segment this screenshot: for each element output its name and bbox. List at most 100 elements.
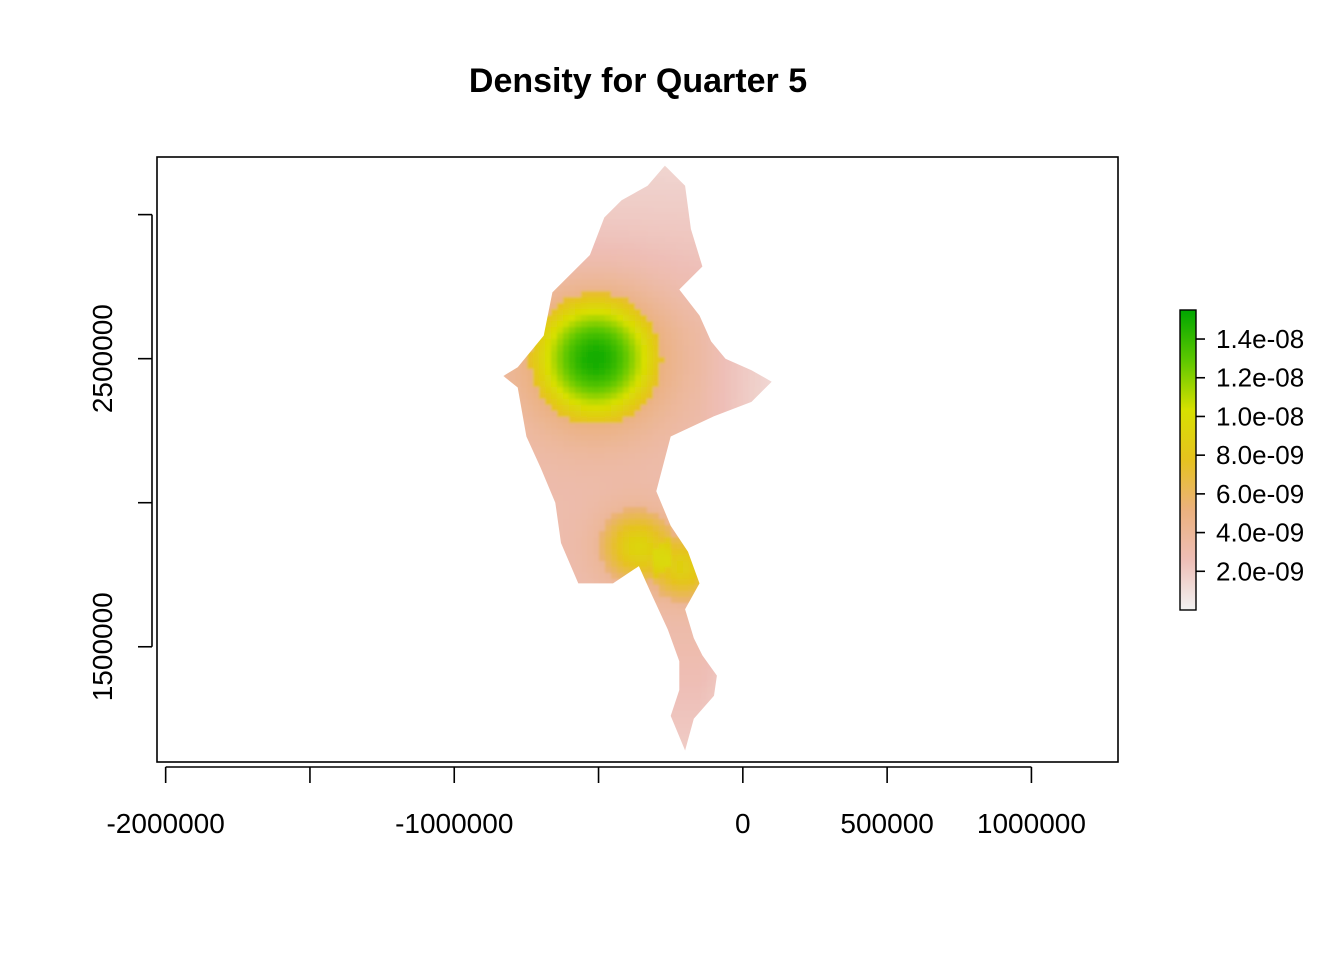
density-cell [563, 465, 570, 472]
density-cell [755, 717, 762, 724]
density-cell [569, 585, 576, 592]
density-cell [641, 225, 648, 232]
density-cell [551, 717, 558, 724]
density-cell [641, 585, 648, 592]
density-cell [701, 411, 708, 418]
density-cell [515, 195, 522, 202]
density-cell [617, 525, 624, 532]
density-cell [635, 675, 642, 682]
density-cell [761, 483, 768, 490]
density-cell [677, 273, 684, 280]
density-cell [575, 327, 582, 334]
density-cell [659, 405, 666, 412]
density-cell [701, 435, 708, 442]
density-cell [539, 261, 546, 268]
density-cell [731, 507, 738, 514]
density-cell [713, 423, 720, 430]
density-cell [557, 465, 564, 472]
density-cell [731, 609, 738, 616]
density-cell [569, 261, 576, 268]
legend-tick-label: 1.0e-08 [1216, 401, 1304, 431]
density-cell [731, 603, 738, 610]
density-cell [623, 243, 630, 250]
density-cell [719, 207, 726, 214]
density-cell [677, 423, 684, 430]
density-cell [767, 243, 772, 250]
density-cell [659, 363, 666, 370]
density-cell [617, 285, 624, 292]
density-cell [533, 459, 540, 466]
density-cell [647, 183, 654, 190]
density-cell [527, 699, 534, 706]
density-cell [557, 603, 564, 610]
density-cell [521, 273, 528, 280]
density-cell [689, 255, 696, 262]
density-cell [509, 591, 516, 598]
density-cell [611, 207, 618, 214]
density-cell [647, 615, 654, 622]
density-cell [713, 309, 720, 316]
density-cell [755, 723, 762, 730]
density-cell [671, 213, 678, 220]
density-cell [587, 591, 594, 598]
density-cell [569, 555, 576, 562]
density-cell [509, 201, 516, 208]
density-cell [527, 597, 534, 604]
density-cell [653, 519, 660, 526]
density-cell [593, 201, 600, 208]
density-cell [647, 711, 654, 718]
density-cell [605, 555, 612, 562]
density-cell [563, 231, 570, 238]
density-cell [731, 243, 738, 250]
density-cell [707, 741, 714, 748]
density-cell [593, 399, 600, 406]
density-cell [623, 483, 630, 490]
density-cell [695, 189, 702, 196]
density-cell [641, 519, 648, 526]
density-cell [671, 537, 678, 544]
density-cell [677, 693, 684, 700]
density-cell [677, 687, 684, 694]
density-cell [503, 381, 510, 388]
density-cell [677, 405, 684, 412]
density-cell [677, 717, 684, 724]
density-cell [725, 651, 732, 658]
density-cell [545, 243, 552, 250]
density-cell [683, 339, 690, 346]
density-cell [521, 399, 528, 406]
density-cell [695, 459, 702, 466]
density-cell [641, 645, 648, 652]
density-cell [551, 249, 558, 256]
density-cell [563, 237, 570, 244]
density-cell [647, 717, 654, 724]
density-cell [725, 393, 732, 400]
density-cell [533, 609, 540, 616]
density-cell [545, 357, 552, 364]
density-cell [689, 225, 696, 232]
density-cell [533, 393, 540, 400]
density-cell [647, 393, 654, 400]
density-cell [503, 375, 510, 382]
density-cell [629, 615, 636, 622]
density-cell [611, 237, 618, 244]
density-cell [761, 651, 768, 658]
density-cell [767, 381, 772, 388]
density-cell [713, 333, 720, 340]
density-cell [587, 681, 594, 688]
density-cell [629, 555, 636, 562]
density-cell [521, 315, 528, 322]
density-cell [713, 411, 720, 418]
density-cell [767, 711, 772, 718]
density-cell [677, 735, 684, 742]
density-cell [677, 639, 684, 646]
density-cell [731, 639, 738, 646]
density-cell [527, 693, 534, 700]
density-cell [731, 225, 738, 232]
density-cell [689, 507, 696, 514]
density-cell [677, 213, 684, 220]
density-cell [761, 513, 768, 520]
density-cell [593, 285, 600, 292]
density-cell [731, 711, 738, 718]
density-cell [557, 243, 564, 250]
density-cell [551, 243, 558, 250]
